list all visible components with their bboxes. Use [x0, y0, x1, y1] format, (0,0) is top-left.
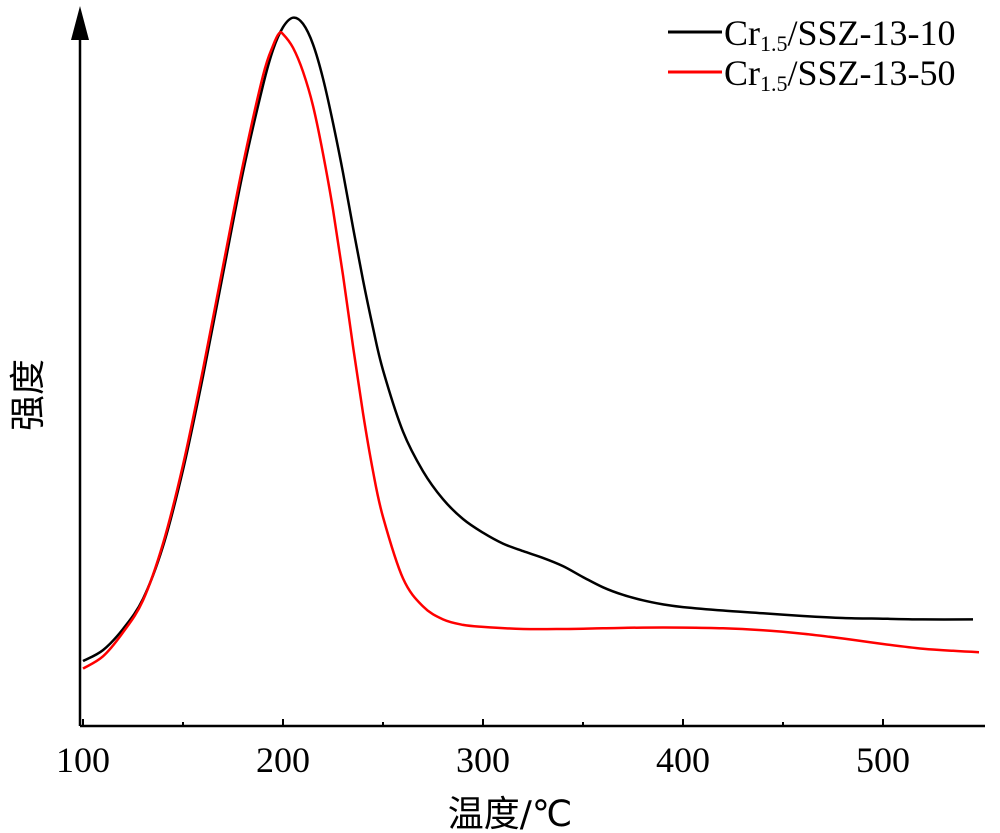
series-line-1: [82, 16, 974, 663]
y-axis-label: 强度: [8, 359, 49, 431]
y-axis-arrow: [71, 6, 89, 40]
x-ticks: 100 200 300 400 500: [56, 719, 910, 780]
x-tick-label: 400: [656, 740, 710, 780]
x-tick-label: 100: [56, 740, 110, 780]
x-tick-label: 500: [856, 740, 910, 780]
x-tick-label: 200: [256, 740, 310, 780]
legend-label-1: Cr1.5/SSZ-13-10: [724, 13, 956, 56]
series-line-2: [82, 30, 980, 670]
legend-label-2: Cr1.5/SSZ-13-50: [724, 53, 956, 96]
axes: [71, 6, 985, 728]
plot-lines: [82, 16, 980, 670]
x-tick-label: 300: [456, 740, 510, 780]
x-axis-label: 温度/℃: [448, 794, 573, 833]
